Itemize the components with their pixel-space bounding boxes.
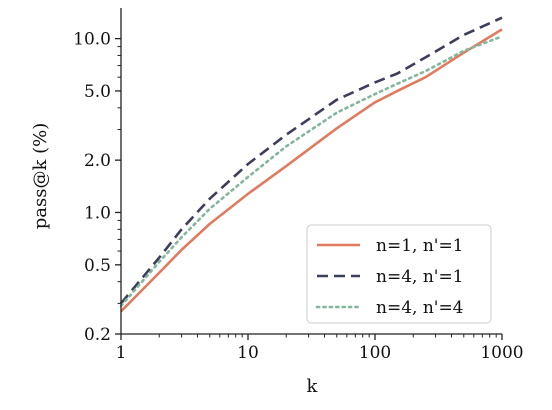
x-tick-label: 100: [359, 343, 391, 363]
x-tick-label: 1000: [480, 343, 523, 363]
x-axis-title: k: [307, 376, 319, 397]
x-tick-label: 10: [237, 343, 259, 363]
series-line-2: [120, 16, 503, 305]
legend: n=1, n'=1 n=4, n'=1 n=4, n'=4: [306, 224, 492, 324]
y-tick-label: 10.0: [73, 30, 111, 50]
y-tick-label: 5.0: [84, 82, 111, 102]
y-tick-label: 0.5: [84, 256, 111, 276]
y-tick-label: 0.2: [84, 325, 111, 345]
series-layer: [119, 16, 504, 313]
ticks-layer: 1 10 100 1000 0.2 0.5 1.0 2.0 5.0 10.0: [73, 30, 523, 363]
y-axis-title: pass@k (%): [30, 123, 51, 230]
axes-layer: [120, 8, 502, 335]
legend-label-1: n=1, n'=1: [376, 236, 464, 256]
x-tick-label: 1: [116, 343, 127, 363]
y-tick-label: 2.0: [84, 151, 111, 171]
legend-box: [306, 224, 492, 324]
series-line-3: [119, 35, 504, 308]
legend-items: n=1, n'=1 n=4, n'=1 n=4, n'=4: [315, 236, 464, 318]
series-line-1: [120, 28, 503, 313]
y-tick-label: 1.0: [84, 203, 111, 223]
legend-label-2: n=4, n'=1: [376, 267, 464, 287]
legend-label-3: n=4, n'=4: [376, 298, 464, 318]
